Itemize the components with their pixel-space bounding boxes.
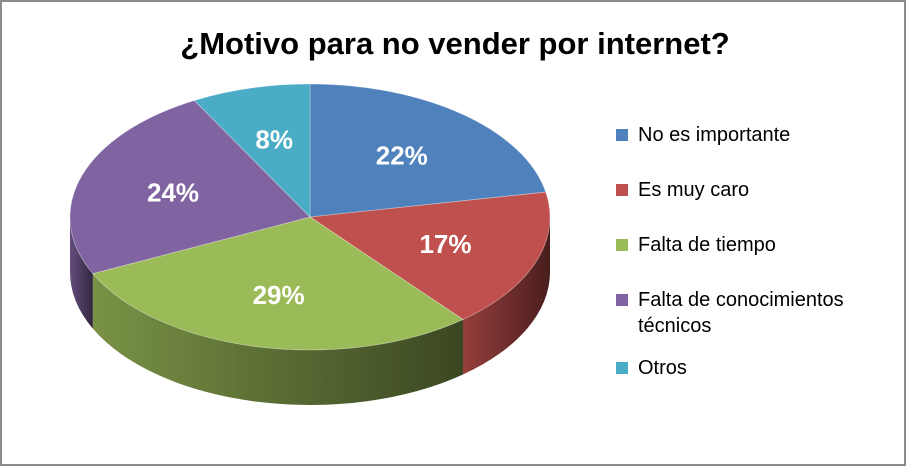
legend-item-es-muy-caro: Es muy caro [616,177,896,203]
legend-swatch [616,129,628,141]
legend-label: Falta de conocimientos técnicos [638,289,844,337]
slice-label-es-muy-caro: 17% [419,229,471,259]
pie-slice-falta-de-tiempo [92,216,464,351]
legend-label: No es importante [638,124,791,146]
legend-label: Falta de tiempo [638,234,776,256]
legend-label: Otros [638,357,687,379]
chart-title: ¿Motivo para no vender por internet? [180,26,730,61]
pie-slice-falta-de-conocimientos-tecnicos [69,99,311,275]
legend-swatch [616,184,628,196]
pie-side-falta-de-conocimientos-tecnicos [70,217,93,329]
legend-swatch [616,239,628,251]
legend: No es importante Es muy caro Falta de tiem… [616,122,896,381]
legend-item-falta-de-conocimientos-tecnicos: Falta de conocimientos técnicos [616,287,896,339]
slice-label-falta-de-tiempo: 29% [253,280,305,310]
slice-label-no-es-importante: 22% [376,141,428,171]
legend-swatch [616,294,628,306]
legend-item-otros: Otros [616,355,896,381]
legend-label: Es muy caro [638,179,750,201]
slice-label-otros: 8% [255,125,293,155]
legend-item-no-es-importante: No es importante [616,122,896,148]
pie-side-es-muy-caro [462,217,550,375]
pie-slice-no-es-importante [309,83,547,218]
pie-side-falta-de-tiempo [92,273,463,406]
legend-swatch [616,362,628,374]
pie-slice-es-muy-caro [308,191,551,320]
slice-label-falta-de-conocimientos-tecnicos: 24% [147,177,199,207]
legend-item-falta-de-tiempo: Falta de tiempo [616,232,896,258]
pie-slice-otros [193,83,311,218]
